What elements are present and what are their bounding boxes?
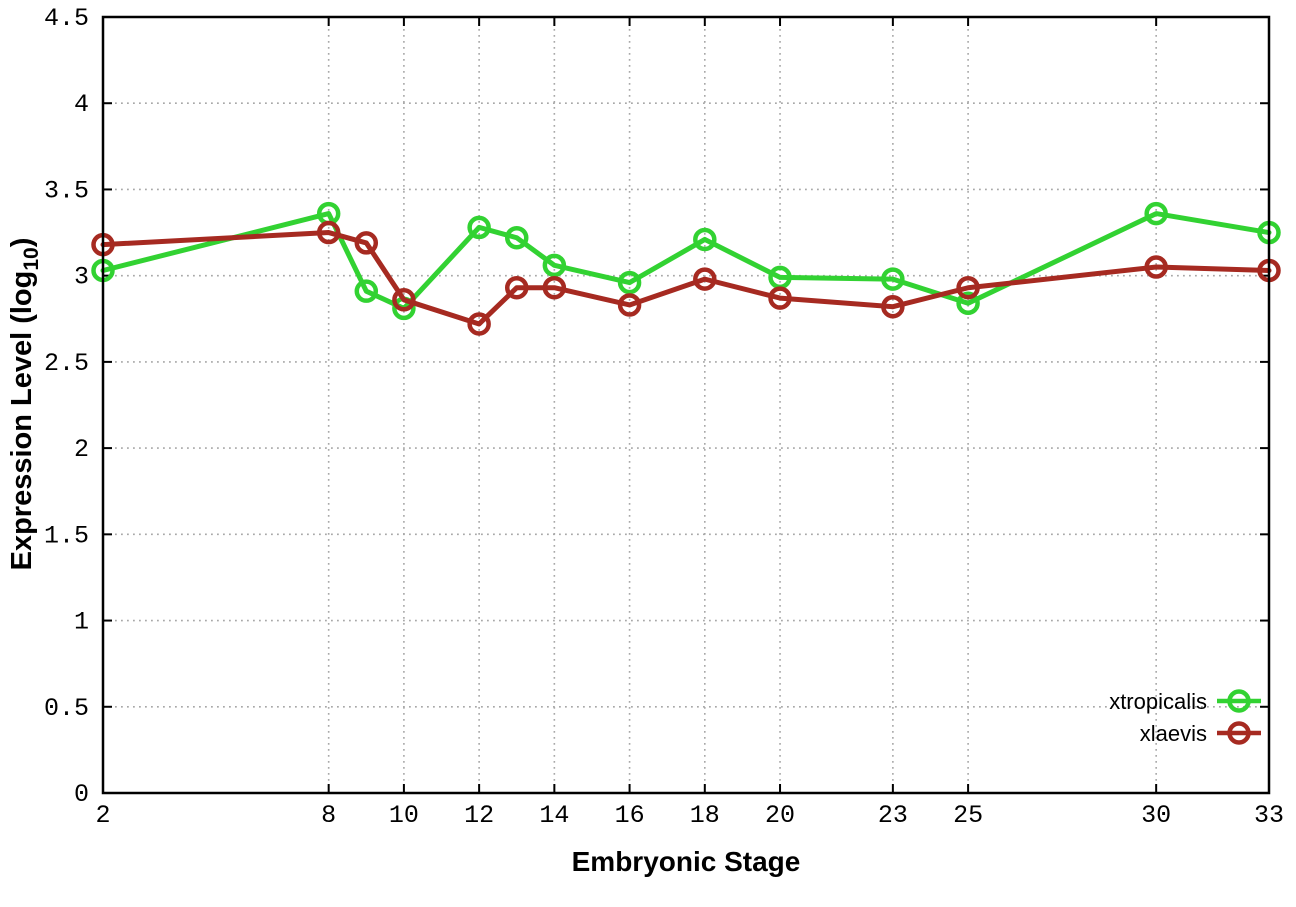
xlaevis-data-point — [1144, 255, 1168, 279]
xtropicalis-data-point — [881, 267, 905, 291]
x-tick-label: 16 — [615, 801, 645, 830]
y-tick-label: 3.5 — [44, 176, 89, 205]
xtropicalis-data-point — [542, 253, 567, 278]
x-tick-label: 20 — [765, 801, 795, 830]
xtropicalis-data-point — [504, 225, 529, 250]
x-tick-label: 14 — [539, 801, 569, 830]
xlaevis-data-point — [693, 267, 717, 291]
legend: xtropicalis xlaevis — [1109, 689, 1261, 746]
y-tick-labels: 0 0.5 1 1.5 2 2.5 3 3.5 4 4.5 — [44, 4, 89, 809]
x-tick-label: 33 — [1254, 801, 1284, 830]
xlaevis-data-point — [467, 312, 491, 336]
xlaevis-data-point — [354, 231, 379, 255]
legend-item-xlaevis: xlaevis — [1140, 721, 1261, 746]
y-tick-label: 2.5 — [44, 349, 89, 378]
xtropicalis-data-point — [956, 291, 980, 316]
series-xtropicalis — [91, 201, 1281, 321]
series-xlaevis-line — [100, 230, 1272, 327]
x-tick-label: 23 — [878, 801, 908, 830]
tick-marks — [102, 16, 1270, 794]
x-tick-label: 25 — [953, 801, 983, 830]
y-tick-label: 2 — [74, 435, 89, 464]
xtropicalis-data-point — [354, 279, 379, 303]
xlaevis-data-point — [392, 288, 416, 312]
y-axis-title-text: Expression Level (log — [6, 270, 38, 571]
y-tick-label: 0 — [74, 780, 89, 809]
gridlines — [102, 16, 1270, 794]
series-xtropicalis-markers — [91, 201, 1281, 321]
xlaevis-data-point — [956, 275, 980, 300]
xlaevis-data-point — [881, 294, 905, 319]
y-axis-title-subscript: 10 — [19, 247, 43, 271]
x-tick-label: 18 — [690, 801, 720, 830]
plot-border — [101, 15, 1271, 795]
legend-label-xlaevis: xlaevis — [1140, 721, 1207, 746]
xtropicalis-data-point — [1144, 201, 1168, 226]
xlaevis-data-point — [316, 220, 341, 245]
xlaevis-legend-marker-icon — [1227, 721, 1251, 745]
y-axis-title-suffix: ) — [6, 237, 38, 248]
legend-label-xtropicalis: xtropicalis — [1109, 689, 1207, 714]
x-tick-label: 8 — [321, 801, 336, 830]
x-tick-label: 10 — [389, 801, 419, 830]
y-tick-label: 1 — [74, 608, 89, 637]
xtropicalis-legend-marker-icon — [1227, 689, 1251, 713]
y-axis-title: Expression Level (log10) — [6, 144, 46, 664]
xtropicalis-data-point — [693, 227, 717, 252]
x-tick-label: 30 — [1141, 801, 1171, 830]
x-tick-label: 12 — [464, 801, 494, 830]
xlaevis-data-point — [768, 286, 792, 310]
xlaevis-data-point — [504, 275, 529, 300]
y-tick-label: 1.5 — [44, 521, 89, 550]
y-tick-label: 0.5 — [44, 694, 89, 723]
x-tick-labels: 2 8 10 12 14 16 18 20 23 25 30 33 — [95, 801, 1284, 830]
series-xtropicalis-line — [100, 211, 1272, 311]
legend-item-xtropicalis: xtropicalis — [1109, 689, 1261, 714]
xtropicalis-data-point — [617, 270, 642, 295]
x-tick-label: 2 — [95, 801, 110, 830]
y-tick-label: 4 — [74, 90, 89, 119]
xlaevis-data-point — [542, 275, 567, 300]
xlaevis-data-point — [617, 293, 642, 317]
y-tick-label: 4.5 — [44, 4, 89, 33]
y-tick-label: 3 — [74, 263, 89, 292]
xtropicalis-data-point — [467, 215, 491, 240]
x-axis-title: Embryonic Stage — [571, 846, 801, 877]
